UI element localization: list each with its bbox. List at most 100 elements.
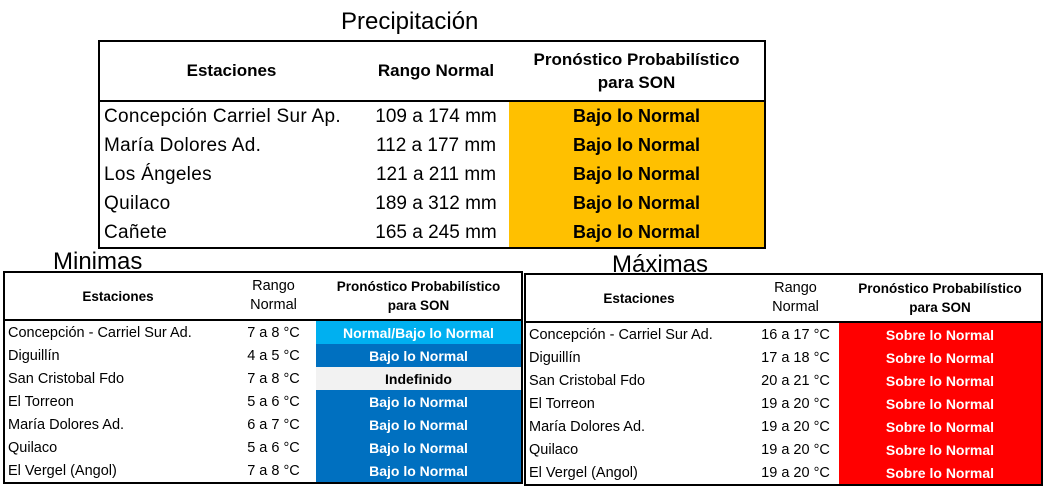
range-cell: 19 a 20 °C [761, 464, 830, 481]
station-cell: María Dolores Ad. [529, 418, 646, 435]
header-pronostico-line1: Pronóstico Probabilístico [336, 279, 501, 294]
minimas-title: Minimas [53, 248, 143, 275]
station-cell: San Cristobal Fdo [8, 370, 125, 387]
range-cell: 109 a 174 mm [375, 105, 497, 127]
range-cell: 17 a 18 °C [761, 349, 830, 366]
station-cell: Quilaco [529, 441, 579, 458]
range-cell: 121 a 211 mm [375, 163, 497, 185]
range-cell: 19 a 20 °C [761, 395, 830, 412]
header-pronostico-line2: para SON [597, 73, 676, 92]
station-cell: El Vergel (Angol) [8, 462, 117, 479]
range-cell: 16 a 17 °C [761, 326, 830, 343]
minimas-table: Estaciones Rango Normal Pronóstico Proba… [3, 271, 523, 484]
header-rango-normal: Rango Normal [231, 272, 316, 321]
header-estaciones: Estaciones [99, 41, 363, 102]
station-cell: Concepción - Carriel Sur Ad. [8, 324, 192, 341]
table-row: Los Ángeles 121 a 211 mm Bajo lo Normal [99, 160, 765, 189]
forecast-cell: Bajo lo Normal [509, 131, 765, 160]
station-cell: Diguillín [8, 347, 60, 364]
station-cell: El Torreon [529, 395, 595, 412]
table-row: Cañete 165 a 245 mm Bajo lo Normal [99, 218, 765, 248]
forecast-cell: Sobre lo Normal [839, 438, 1042, 461]
header-pronostico: Pronóstico Probabilístico para SON [509, 41, 765, 102]
maximas-body: Concepción - Carriel Sur Ad. 16 a 17 °C So… [525, 322, 1042, 485]
station-cell: San Cristobal Fdo [529, 372, 646, 389]
header-rango-normal: Rango Normal [363, 41, 509, 102]
table-row: El Torreon 19 a 20 °C Sobre lo Normal [525, 392, 1042, 415]
station-cell: Diguillín [529, 349, 581, 366]
table-row: Concepción - Carriel Sur Ad. 7 a 8 °C Norm… [4, 320, 522, 344]
table-row: San Cristobal Fdo 20 a 21 °C Sobre lo Norm… [525, 369, 1042, 392]
table-row: Diguillín 17 a 18 °C Sobre lo Normal [525, 346, 1042, 369]
range-cell: 5 a 6 °C [247, 393, 300, 410]
forecast-cell: Bajo lo Normal [316, 413, 522, 436]
table-row: María Dolores Ad. 19 a 20 °C Sobre lo Norm… [525, 415, 1042, 438]
range-cell: 19 a 20 °C [761, 441, 830, 458]
table-row: Quilaco 19 a 20 °C Sobre lo Normal [525, 438, 1042, 461]
header-estaciones: Estaciones [4, 272, 231, 321]
forecast-cell: Sobre lo Normal [839, 392, 1042, 415]
table-row: María Dolores Ad. 112 a 177 mm Bajo lo Nor… [99, 131, 765, 160]
header-pronostico-line1: Pronóstico Probabilístico [858, 281, 1022, 296]
range-cell: 7 a 8 °C [247, 370, 300, 387]
table-row: Diguillín 4 a 5 °C Bajo lo Normal [4, 344, 522, 367]
header-rango-line1: Rango [774, 280, 817, 296]
header-pronostico-line2: para SON [387, 298, 450, 313]
forecast-cell: Bajo lo Normal [316, 459, 522, 483]
station-cell: María Dolores Ad. [8, 416, 125, 433]
forecast-cell: Bajo lo Normal [316, 390, 522, 413]
header-rango-line2: Normal [772, 299, 819, 315]
forecast-cell: Bajo lo Normal [316, 344, 522, 367]
forecast-cell: Sobre lo Normal [839, 461, 1042, 485]
range-cell: 112 a 177 mm [375, 134, 497, 156]
forecast-cell: Normal/Bajo lo Normal [316, 320, 522, 344]
header-pronostico-line1: Pronóstico Probabilístico [533, 50, 740, 69]
table-row: Quilaco 5 a 6 °C Bajo lo Normal [4, 436, 522, 459]
station-cell: Los Ángeles [104, 163, 212, 185]
range-cell: 7 a 8 °C [247, 462, 300, 479]
table-row: El Vergel (Angol) 7 a 8 °C Bajo lo Normal [4, 459, 522, 483]
precipitation-body: Concepción Carriel Sur Ap. 109 a 174 mm Ba… [99, 101, 765, 248]
range-cell: 6 a 7 °C [247, 416, 300, 433]
station-cell: El Vergel (Angol) [529, 464, 638, 481]
station-cell: Concepción Carriel Sur Ap. [104, 105, 341, 127]
table-row: Quilaco 189 a 312 mm Bajo lo Normal [99, 189, 765, 218]
table-row: El Torreon 5 a 6 °C Bajo lo Normal [4, 390, 522, 413]
forecast-cell: Sobre lo Normal [839, 322, 1042, 346]
precipitation-table: Estaciones Rango Normal Pronóstico Proba… [98, 40, 766, 249]
station-cell: El Torreon [8, 393, 74, 410]
table-row: María Dolores Ad. 6 a 7 °C Bajo lo Normal [4, 413, 522, 436]
minimas-header-row: Estaciones Rango Normal Pronóstico Proba… [4, 272, 522, 321]
forecast-cell: Bajo lo Normal [509, 160, 765, 189]
station-cell: Concepción - Carriel Sur Ad. [529, 326, 713, 343]
minimas-body: Concepción - Carriel Sur Ad. 7 a 8 °C Norm… [4, 320, 522, 483]
table-row: Concepción - Carriel Sur Ad. 16 a 17 °C So… [525, 322, 1042, 346]
range-cell: 4 a 5 °C [247, 347, 300, 364]
range-cell: 7 a 8 °C [247, 324, 300, 341]
station-cell: María Dolores Ad. [104, 134, 262, 156]
forecast-cell: Bajo lo Normal [509, 189, 765, 218]
precipitation-title: Precipitación [341, 8, 479, 35]
station-cell: Quilaco [104, 192, 171, 214]
table-row: El Vergel (Angol) 19 a 20 °C Sobre lo Norm… [525, 461, 1042, 485]
header-pronostico-line2: para SON [909, 300, 971, 315]
forecast-cell: Sobre lo Normal [839, 369, 1042, 392]
forecast-cell: Sobre lo Normal [839, 346, 1042, 369]
forecast-cell: Sobre lo Normal [839, 415, 1042, 438]
header-pronostico: Pronóstico Probabilístico para SON [839, 274, 1042, 323]
forecast-cell: Bajo lo Normal [509, 218, 765, 248]
forecast-cell: Indefinido [316, 367, 522, 390]
maximas-table: Estaciones Rango Normal Pronóstico Proba… [524, 273, 1043, 486]
header-rango-normal: Rango Normal [752, 274, 839, 323]
range-cell: 20 a 21 °C [761, 372, 830, 389]
maximas-header-row: Estaciones Rango Normal Pronóstico Proba… [525, 274, 1042, 323]
header-rango-line1: Rango [252, 278, 295, 294]
header-rango-line2: Normal [250, 297, 297, 313]
range-cell: 5 a 6 °C [247, 439, 300, 456]
table-row: San Cristobal Fdo 7 a 8 °C Indefinido [4, 367, 522, 390]
station-cell: Cañete [104, 221, 168, 243]
range-cell: 19 a 20 °C [761, 418, 830, 435]
table-row: Concepción Carriel Sur Ap. 109 a 174 mm Ba… [99, 101, 765, 131]
precipitation-header-row: Estaciones Rango Normal Pronóstico Proba… [99, 41, 765, 102]
header-estaciones: Estaciones [525, 274, 752, 323]
